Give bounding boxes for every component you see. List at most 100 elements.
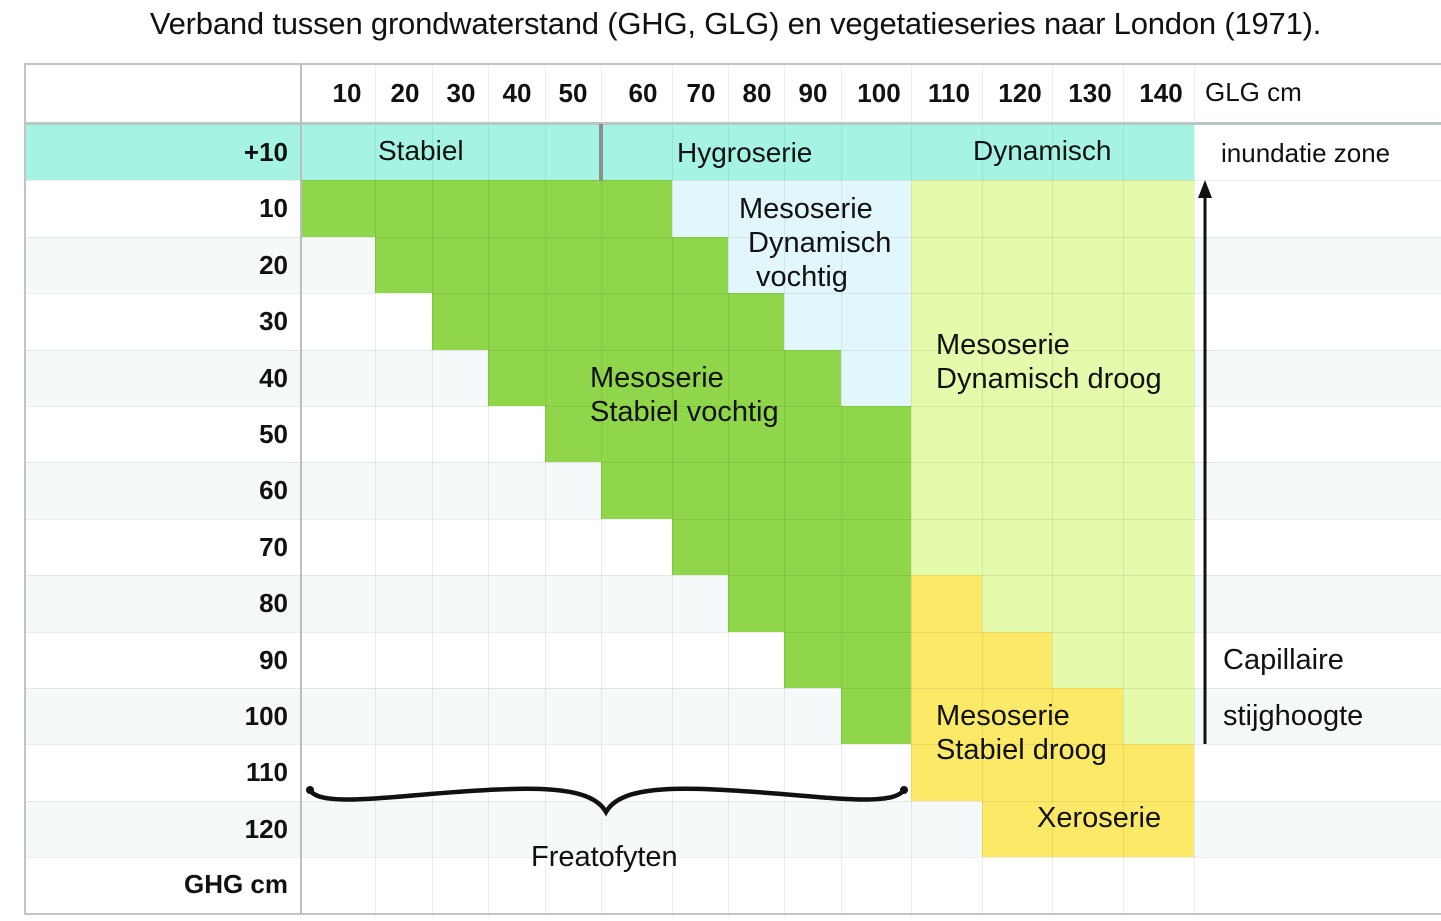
glg-column-header: 110 [928,78,970,108]
grid-hline [26,237,1441,238]
glg-unit-label: GLG cm [1205,77,1302,107]
label-meso-dyn-vochtig-3: vochtig [756,261,848,293]
grid-hline [26,857,1441,858]
region-meso-stab-vochtig-cell [841,688,911,744]
chart-title: Verband tussen grondwaterstand (GHG, GLG… [149,6,1322,41]
grid-vline [841,65,842,913]
freatofyten-brace [306,786,908,817]
region-meso-stab-droog-cell [982,801,1194,857]
capillary-arrow [1198,180,1212,744]
region-meso-stab-vochtig-cell [672,519,911,575]
grid-vline [432,65,433,913]
region-meso-stab-vochtig-cell [302,180,672,237]
region-meso-stab-vochtig-cell [784,632,911,688]
region-meso-stab-vochtig-cell [601,462,911,519]
label-meso-dyn-vochtig-1: Mesoserie [739,193,873,225]
grid-vline [728,65,729,913]
row-band [26,801,1441,857]
glg-column-header: 20 [390,78,420,108]
grid-hline [26,180,1441,181]
label-meso-stab-droog-1: Mesoserie [936,700,1070,732]
region-meso-stab-vochtig-cell [545,406,911,462]
label-meso-stab-vochtig-1: Mesoserie [590,362,724,394]
glg-column-header: 30 [446,78,476,108]
glg-column-header: 60 [628,78,658,108]
ghg-row-header: 30 [259,306,288,336]
grid-vline [488,65,489,913]
glg-column-header: 140 [1139,78,1183,108]
grid-hline [26,406,1441,407]
grid-vline [784,65,785,913]
ghg-row-header: 20 [259,250,288,280]
grid-vline [375,65,376,913]
label-meso-stab-vochtig-2: Stabiel vochtig [590,396,779,428]
ghg-row-header: 10 [259,193,288,223]
glg-column-header: 70 [686,78,716,108]
stabiel-hygroserie-divider [599,124,603,181]
header-dynamisch: Dynamisch [973,135,1112,166]
ghg-row-header: +10 [243,137,288,167]
inundatie-band [302,124,1194,180]
grid-hline [26,801,1441,802]
grid-hline [26,519,1441,520]
grid-hline [26,293,1441,294]
ghg-row-header: 60 [259,475,288,505]
label-xeroserie: Xeroserie [1037,802,1162,834]
frame-bottom [24,913,1441,915]
frame-left [24,63,26,915]
grid-hline [26,462,1441,463]
label-freatofyten: Freatofyten [531,841,678,873]
header-stabiel: Stabiel [378,135,464,166]
ghg-row-header: 70 [259,532,288,562]
region-meso-stab-vochtig-cell [728,575,911,632]
region-meso-stab-droog-cell [911,688,1123,744]
grid-vline [545,65,546,913]
glg-column-header: 100 [857,78,901,108]
region-meso-stab-droog-cell [911,632,1052,688]
glg-column-header: 10 [332,78,362,108]
glg-column-header: 40 [502,78,532,108]
glg-column-header: 120 [998,78,1042,108]
grid-vline [601,65,602,913]
label-meso-dyn-droog-1: Mesoserie [936,329,1070,361]
region-meso-stab-droog-cell [911,744,1194,801]
grid-hline [26,575,1441,576]
grid-hline [26,632,1441,633]
header-inundatie-zone: inundatie zone [1221,138,1391,168]
grid-hline [26,350,1441,351]
ghg-row-header: 120 [244,814,288,844]
grid-vline [672,65,673,913]
header-hygroserie: Hygroserie [677,137,813,168]
region-meso-stab-vochtig-cell [375,237,728,293]
label-meso-dyn-vochtig-2: Dynamisch [748,227,892,259]
ghg-row-header: 80 [259,588,288,618]
label-capillaire: Capillaire [1223,644,1344,676]
glg-column-header: 50 [558,78,588,108]
frame-top [24,63,1441,65]
ghg-row-header: 110 [246,757,288,787]
region-meso-stab-vochtig-cell [488,350,841,406]
grid-hline [26,688,1441,689]
grid-hline [26,744,1441,745]
inundatie-band-label-area [26,124,300,180]
ghg-row-header: 90 [259,645,288,675]
grid-vline [911,65,912,913]
glg-column-header: 90 [798,78,828,108]
glg-column-header: 130 [1068,78,1112,108]
label-stijghoogte: stijghoogte [1223,700,1364,732]
header-separator [24,122,1441,125]
region-meso-stab-vochtig-cell [432,293,784,350]
ghg-row-header: 100 [244,701,288,731]
grid-vline [1052,65,1053,913]
region-meso-stab-droog-cell [911,575,982,632]
grid-vline [982,65,983,913]
grid-vline [1123,65,1124,913]
glg-column-header: 80 [742,78,772,108]
grid-vline [1194,65,1195,913]
label-meso-dyn-droog-2: Dynamisch droog [936,363,1162,395]
ghg-row-header: 50 [259,419,288,449]
label-meso-stab-droog-2: Stabiel droog [936,734,1107,766]
ghg-unit-label: GHG cm [183,869,288,899]
label-column-separator [300,63,302,915]
